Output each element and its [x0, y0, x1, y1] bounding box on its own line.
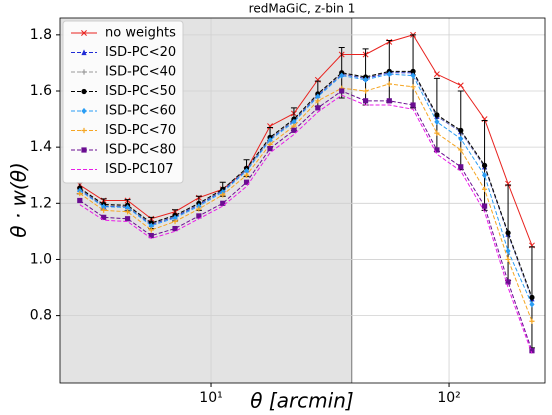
marker: [386, 98, 392, 104]
marker: [172, 225, 178, 232]
marker: [81, 69, 87, 75]
marker: [529, 318, 535, 324]
legend-label: ISD-PC<20: [105, 45, 176, 60]
marker: [315, 105, 321, 111]
y-axis-label: θ · w(θ): [7, 162, 31, 238]
legend-label: no weights: [105, 26, 176, 41]
marker: [81, 107, 87, 115]
marker: [458, 135, 464, 142]
marker: [434, 112, 440, 118]
marker: [148, 222, 154, 229]
marker: [81, 127, 87, 134]
marker: [243, 179, 250, 185]
legend-label: ISD-PC<40: [105, 65, 176, 80]
series-line: [79, 94, 533, 354]
marker: [291, 127, 297, 133]
marker: [481, 203, 488, 209]
y-tick-label: 1.8: [30, 27, 52, 43]
marker: [81, 88, 87, 95]
marker: [386, 81, 392, 87]
legend-label: ISD-PC<70: [105, 123, 176, 138]
marker: [458, 127, 464, 133]
y-tick-label: 1.6: [30, 83, 52, 99]
marker: [458, 147, 464, 153]
marker: [220, 192, 226, 198]
marker: [362, 76, 369, 83]
plot-frame: [59, 17, 546, 384]
x-axis-label: θ [arcmin]: [250, 389, 353, 413]
marker: [315, 93, 321, 100]
marker: [481, 172, 488, 179]
y-tick-label: 1.2: [30, 195, 52, 211]
marker: [434, 118, 440, 125]
series-line: [79, 70, 533, 298]
marker: [291, 118, 297, 125]
y-tick-label: 1.0: [30, 251, 52, 267]
marker: [505, 279, 511, 285]
marker: [434, 130, 440, 136]
marker: [243, 172, 250, 178]
chart-title: redMaGiC, z-bin 1: [249, 2, 356, 16]
marker: [148, 227, 154, 233]
marker: [458, 164, 464, 170]
marker: [220, 200, 226, 206]
series-line: [79, 83, 533, 322]
marker: [410, 84, 416, 90]
marker: [505, 247, 511, 255]
y-tick-label: 1.4: [30, 139, 52, 155]
marker: [505, 256, 511, 263]
marker: [172, 218, 178, 225]
legend-box: [62, 20, 184, 184]
marker: [315, 98, 321, 104]
marker: [362, 98, 369, 104]
marker: [410, 102, 416, 108]
marker: [172, 214, 178, 222]
marker: [529, 348, 535, 354]
marker: [124, 209, 131, 215]
marker: [124, 216, 131, 222]
series-line: [79, 34, 533, 246]
legend-label: ISD-PC<60: [105, 104, 176, 119]
marker: [148, 232, 154, 239]
marker: [267, 145, 273, 152]
marker: [243, 167, 250, 175]
x-tick-label: 10¹: [199, 390, 222, 406]
marker: [196, 203, 202, 210]
legend-label: ISD-PC<50: [105, 84, 176, 99]
series-line: [79, 73, 533, 305]
marker: [81, 30, 87, 36]
marker: [457, 82, 464, 89]
legend-label: ISD-PC<80: [105, 143, 176, 158]
marker: [196, 206, 202, 212]
legend-label: ISD-PC107: [105, 162, 174, 177]
marker: [101, 214, 107, 220]
marker: [81, 147, 87, 153]
marker: [101, 203, 107, 210]
marker: [410, 68, 416, 74]
marker: [529, 294, 535, 300]
marker: [267, 137, 273, 144]
marker: [101, 207, 107, 213]
marker: [81, 49, 87, 56]
marker: [339, 88, 345, 94]
marker: [433, 71, 440, 78]
marker: [481, 186, 488, 192]
marker: [529, 301, 535, 308]
marker: [124, 204, 131, 211]
marker: [505, 230, 511, 236]
x-tick-label: 10²: [437, 390, 460, 406]
marker: [434, 147, 440, 153]
marker: [386, 71, 392, 78]
marker: [410, 72, 416, 79]
marker: [362, 88, 369, 94]
y-tick-label: 0.8: [30, 308, 52, 324]
marker: [77, 190, 83, 197]
series-line: [79, 90, 533, 351]
marker: [77, 187, 83, 194]
marker: [339, 72, 345, 79]
marker: [196, 213, 202, 219]
marker: [481, 162, 488, 169]
marker: [77, 197, 83, 204]
